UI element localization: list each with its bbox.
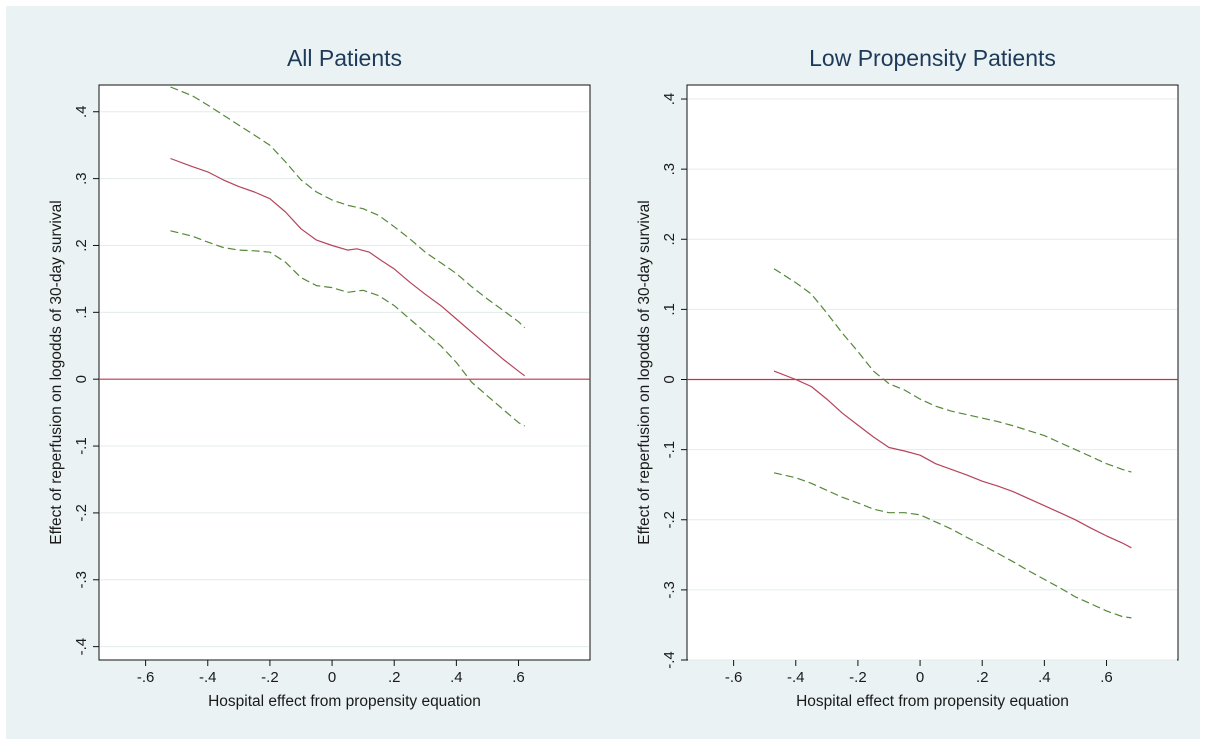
plot-area bbox=[686, 84, 1179, 661]
x-axis-label: Hospital effect from propensity equation bbox=[208, 693, 481, 710]
y-tick-label: .1 bbox=[73, 306, 90, 319]
y-tick-label: -.3 bbox=[661, 581, 678, 599]
plot-area bbox=[98, 84, 591, 661]
y-tick-label: -.4 bbox=[661, 651, 678, 669]
lower-bound-line bbox=[170, 230, 525, 427]
y-tick-label: 0 bbox=[73, 375, 90, 383]
x-tick-label: .4 bbox=[450, 669, 463, 686]
y-tick-label: -.1 bbox=[661, 441, 678, 459]
y-tick-label: -.1 bbox=[73, 437, 90, 455]
y-axis-label: Effect of reperfusion on logodds of 30-d… bbox=[48, 200, 65, 544]
chart-title: All Patients bbox=[287, 45, 402, 71]
x-axis-label: Hospital effect from propensity equation bbox=[796, 693, 1069, 710]
chart-title: Low Propensity Patients bbox=[809, 45, 1056, 71]
y-tick-label: .4 bbox=[661, 93, 678, 106]
y-tick-label: .4 bbox=[73, 105, 90, 118]
chart-panel-low-propensity: -.4 -.3 -.2 -.1 0 .1 .2 .3 .4 -.6 -.4 -.2 0 .2 .4 .6 Low… bbox=[636, 45, 1179, 710]
charts-svg: -.4 -.3 -.2 -.1 0 .1 .2 .3 .4 -.6 -.4 -.2 0 .2 .4 .6 All… bbox=[48, 45, 1179, 710]
estimate-line bbox=[773, 370, 1132, 549]
x-tick-label: .6 bbox=[512, 669, 525, 686]
upper-bound-line bbox=[170, 86, 526, 329]
x-tick-label: .2 bbox=[388, 669, 401, 686]
x-tick-label: -.2 bbox=[849, 669, 867, 686]
x-tick-label: 0 bbox=[328, 669, 336, 686]
y-tick-label: .2 bbox=[73, 239, 90, 252]
y-tick-label: .1 bbox=[661, 303, 678, 316]
x-tick-label: -.2 bbox=[261, 669, 279, 686]
chart-panel-all-patients: -.4 -.3 -.2 -.1 0 .1 .2 .3 .4 -.6 -.4 -.2 0 .2 .4 .6 All… bbox=[48, 45, 591, 710]
x-tick-label: -.4 bbox=[199, 669, 217, 686]
y-tick-label: .3 bbox=[73, 172, 90, 185]
y-tick-label: -.2 bbox=[73, 504, 90, 522]
x-tick-label: -.6 bbox=[137, 669, 155, 686]
y-tick-label: -.4 bbox=[73, 638, 90, 656]
upper-bound-line bbox=[773, 268, 1132, 473]
y-tick-label: -.2 bbox=[661, 511, 678, 529]
y-tick-label: 0 bbox=[661, 375, 678, 383]
x-tick-label: -.6 bbox=[725, 669, 743, 686]
y-tick-label: .2 bbox=[661, 233, 678, 246]
lower-bound-line bbox=[773, 472, 1132, 619]
x-tick-label: -.4 bbox=[787, 669, 805, 686]
x-tick-label: .4 bbox=[1038, 669, 1051, 686]
x-tick-label: 0 bbox=[916, 669, 924, 686]
y-axis-label: Effect of reperfusion on logodds of 30-d… bbox=[636, 200, 653, 544]
y-tick-label: -.3 bbox=[73, 571, 90, 589]
estimate-line bbox=[170, 157, 526, 377]
y-tick-label: .3 bbox=[661, 163, 678, 176]
figure-canvas: -.4 -.3 -.2 -.1 0 .1 .2 .3 .4 -.6 -.4 -.2 0 .2 .4 .6 All… bbox=[6, 6, 1200, 739]
x-tick-label: .6 bbox=[1100, 669, 1113, 686]
x-tick-label: .2 bbox=[976, 669, 989, 686]
